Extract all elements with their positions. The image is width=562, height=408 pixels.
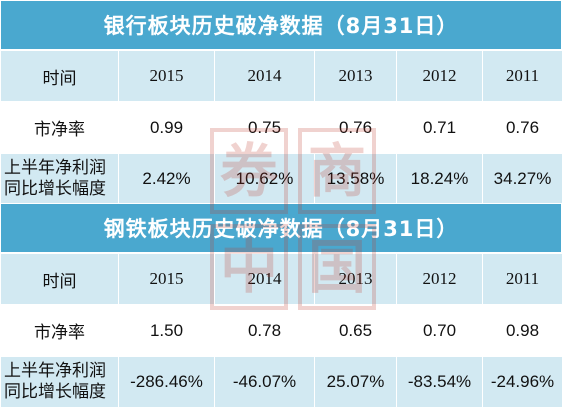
bank-pb-value: 0.71 (397, 102, 483, 154)
steel-growth-value: -46.07% (215, 357, 315, 408)
bank-header-row: 时间 2015 2014 2013 2012 2011 (1, 51, 562, 102)
steel-pb-value: 1.50 (119, 305, 215, 357)
bank-growth-value: 2.42% (119, 154, 215, 205)
bank-pb-value: 0.76 (315, 102, 397, 154)
steel-year-cell: 2014 (215, 254, 315, 305)
bank-year-cell: 2011 (483, 51, 562, 102)
bank-growth-row: 上半年净利润 同比增长幅度 2.42% 10.62% 13.58% 18.24%… (1, 154, 562, 205)
steel-section-title: 钢铁板块历史破净数据（8月31日） (0, 203, 562, 253)
bank-header-label: 时间 (1, 51, 119, 102)
bank-growth-value: 34.27% (483, 154, 562, 205)
bank-pb-value: 0.99 (119, 102, 215, 154)
bank-year-cell: 2014 (215, 51, 315, 102)
steel-year-cell: 2015 (119, 254, 215, 305)
bank-pb-row: 市净率 0.99 0.75 0.76 0.71 0.76 (1, 102, 562, 154)
bank-pb-value: 0.75 (215, 102, 315, 154)
bank-growth-value: 13.58% (315, 154, 397, 205)
steel-growth-label-line2: 同比增长幅度 (4, 382, 118, 403)
bank-pb-value: 0.76 (483, 102, 562, 154)
steel-growth-value: -286.46% (119, 357, 215, 408)
steel-growth-value: -24.96% (483, 357, 562, 408)
steel-growth-row: 上半年净利润 同比增长幅度 -286.46% -46.07% 25.07% -8… (1, 357, 562, 408)
steel-growth-label-line1: 上半年净利润 (4, 361, 118, 382)
bank-year-cell: 2015 (119, 51, 215, 102)
steel-growth-value: 25.07% (315, 357, 397, 408)
steel-pb-value: 0.78 (215, 305, 315, 357)
bank-table: 时间 2015 2014 2013 2012 2011 市净率 0.99 0.7… (0, 50, 562, 205)
steel-year-cell: 2011 (483, 254, 562, 305)
steel-pb-value: 0.98 (483, 305, 562, 357)
steel-pb-value: 0.70 (397, 305, 483, 357)
bank-pb-label: 市净率 (1, 102, 119, 154)
bank-year-cell: 2013 (315, 51, 397, 102)
steel-pb-row: 市净率 1.50 0.78 0.65 0.70 0.98 (1, 305, 562, 357)
steel-growth-value: -83.54% (397, 357, 483, 408)
bank-section-title: 银行板块历史破净数据（8月31日） (0, 0, 562, 50)
steel-pb-label: 市净率 (1, 305, 119, 357)
steel-table: 时间 2015 2014 2013 2012 2011 市净率 1.50 0.7… (0, 253, 562, 408)
steel-pb-value: 0.65 (315, 305, 397, 357)
bank-growth-label-line2: 同比增长幅度 (4, 179, 118, 200)
bank-growth-label-line1: 上半年净利润 (4, 158, 118, 179)
bank-growth-value: 10.62% (215, 154, 315, 205)
bank-growth-label: 上半年净利润 同比增长幅度 (1, 154, 119, 205)
steel-year-cell: 2012 (397, 254, 483, 305)
bank-year-cell: 2012 (397, 51, 483, 102)
steel-header-row: 时间 2015 2014 2013 2012 2011 (1, 254, 562, 305)
bank-growth-value: 18.24% (397, 154, 483, 205)
steel-year-cell: 2013 (315, 254, 397, 305)
steel-growth-label: 上半年净利润 同比增长幅度 (1, 357, 119, 408)
steel-header-label: 时间 (1, 254, 119, 305)
